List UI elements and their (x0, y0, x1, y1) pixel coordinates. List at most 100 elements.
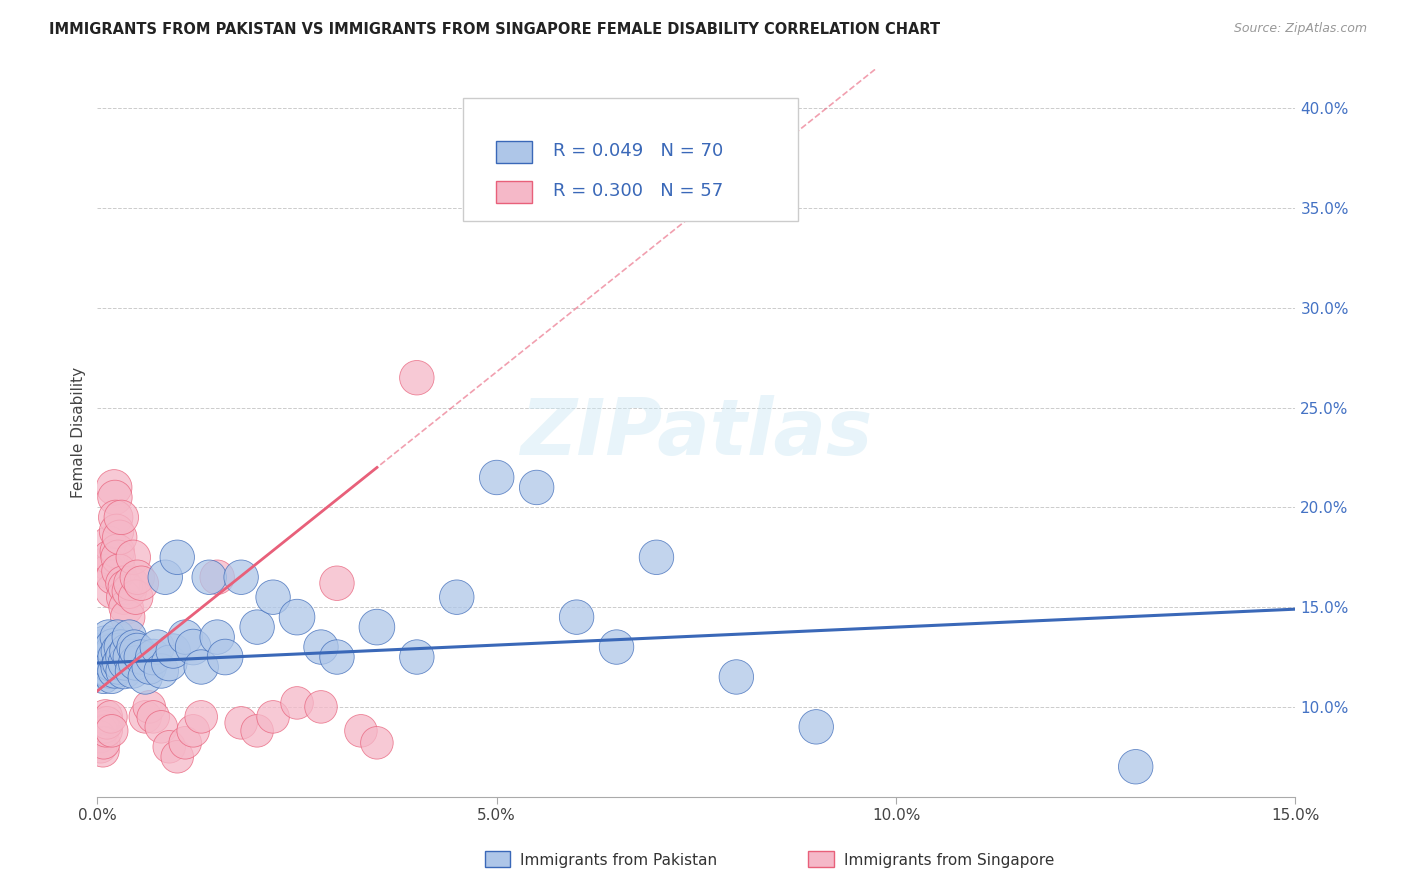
Point (157, 739, 180, 754)
Point (108, 644, 131, 658)
Point (120, 576, 142, 591)
Point (125, 590, 148, 604)
Point (138, 660, 160, 674)
Point (93, 670, 115, 684)
Point (93, 720, 115, 734)
Point (127, 644, 149, 658)
Point (142, 710, 165, 724)
Point (526, 480, 548, 494)
Point (97, 564, 120, 578)
FancyBboxPatch shape (496, 141, 533, 163)
Point (107, 550, 129, 565)
Point (125, 656, 148, 670)
Point (90, 656, 112, 670)
Text: Source: ZipAtlas.com: Source: ZipAtlas.com (1233, 22, 1367, 36)
Point (190, 660, 212, 674)
Point (91, 644, 114, 658)
Point (806, 720, 828, 734)
FancyBboxPatch shape (463, 97, 799, 221)
Point (96, 644, 118, 658)
Point (205, 630, 228, 644)
Point (94, 723, 117, 738)
Point (98, 536, 121, 550)
Point (405, 370, 427, 384)
Point (97, 630, 120, 644)
Point (205, 570, 228, 584)
Text: IMMIGRANTS FROM PAKISTAN VS IMMIGRANTS FROM SINGAPORE FEMALE DISABILITY CORRELAT: IMMIGRANTS FROM PAKISTAN VS IMMIGRANTS F… (49, 22, 941, 37)
Point (134, 670, 156, 684)
Point (93, 736, 115, 750)
Point (108, 530, 131, 544)
Text: ZIPatlas: ZIPatlas (520, 394, 873, 471)
Point (117, 610, 139, 624)
Point (262, 710, 284, 724)
Point (91, 660, 114, 674)
Point (181, 640, 204, 654)
Point (121, 664, 143, 678)
Point (326, 650, 349, 665)
Point (606, 640, 628, 654)
Point (150, 664, 173, 678)
Point (97, 556, 120, 570)
Point (114, 580, 136, 594)
Point (104, 510, 127, 524)
Point (120, 650, 142, 665)
Point (229, 570, 252, 584)
Point (105, 630, 128, 644)
Point (104, 650, 127, 665)
Point (112, 664, 135, 678)
Point (94, 662, 117, 676)
Point (142, 650, 165, 665)
Point (108, 564, 131, 578)
Point (105, 544, 128, 558)
Point (110, 640, 132, 654)
Point (90, 739, 112, 754)
Point (100, 723, 122, 738)
Point (162, 644, 184, 658)
Point (262, 590, 284, 604)
Point (157, 656, 180, 670)
Point (174, 630, 197, 644)
Point (645, 550, 668, 565)
Point (111, 576, 134, 591)
Point (93, 654, 115, 668)
Point (100, 660, 122, 674)
Point (94, 710, 117, 724)
Point (129, 576, 152, 591)
Point (150, 720, 173, 734)
Point (101, 644, 124, 658)
FancyBboxPatch shape (496, 181, 533, 203)
Point (166, 749, 188, 764)
Point (108, 656, 131, 670)
Point (565, 610, 588, 624)
Point (101, 584, 124, 599)
Point (485, 470, 508, 484)
Point (114, 656, 136, 670)
Point (155, 570, 177, 584)
Point (138, 699, 160, 714)
Point (107, 660, 129, 674)
Point (405, 650, 427, 665)
Point (366, 736, 388, 750)
Point (174, 736, 197, 750)
Point (98, 664, 121, 678)
Point (89, 730, 111, 744)
Point (100, 670, 122, 684)
Point (103, 640, 125, 654)
Point (166, 550, 188, 565)
Point (127, 570, 149, 584)
Point (285, 696, 308, 710)
Point (100, 710, 122, 724)
Point (90, 723, 112, 738)
Point (181, 723, 204, 738)
Point (350, 723, 373, 738)
Point (98, 550, 121, 565)
Text: R = 0.049   N = 70: R = 0.049 N = 70 (553, 142, 723, 160)
Point (96, 715, 118, 730)
Point (366, 620, 388, 634)
Point (725, 670, 748, 684)
Point (446, 590, 468, 604)
Point (214, 650, 236, 665)
Point (146, 640, 169, 654)
Point (110, 510, 132, 524)
